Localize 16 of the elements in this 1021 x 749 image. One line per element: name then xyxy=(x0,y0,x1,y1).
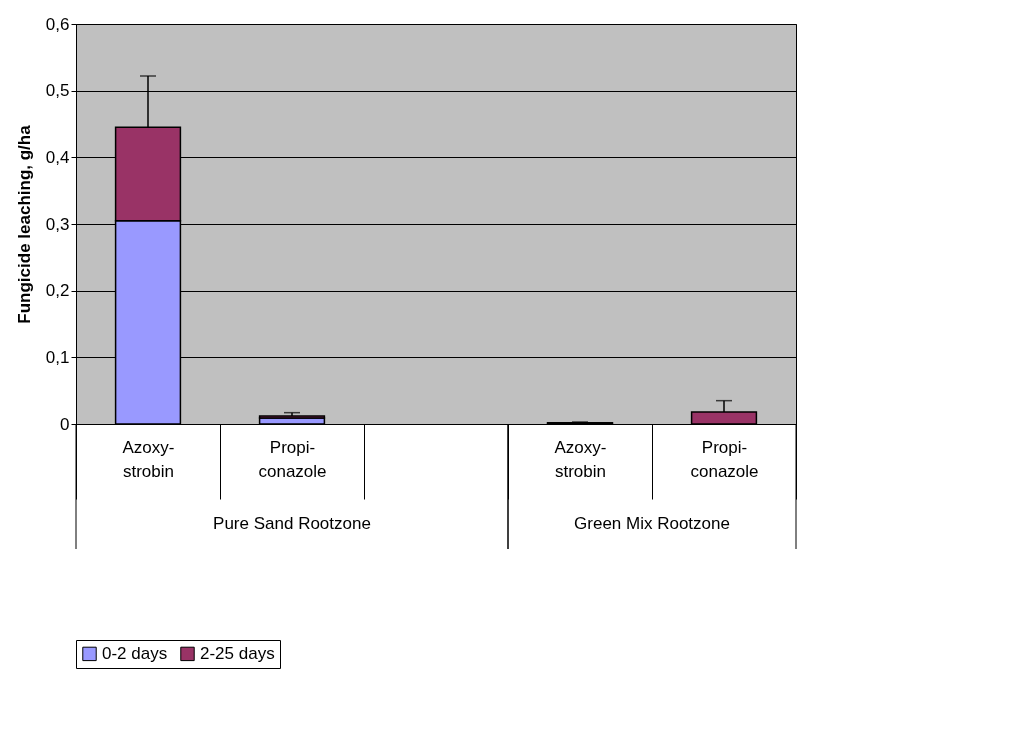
x-tick-label: Azoxy- strobin xyxy=(122,437,175,481)
y-tick-label: 0,1 xyxy=(45,347,70,367)
y-tick-label: 0,4 xyxy=(45,147,70,167)
y-tick-label: 0 xyxy=(60,414,70,434)
y-tick-label: 0,5 xyxy=(45,81,70,101)
legend-label: 0-2 days xyxy=(102,643,168,663)
x-tick-label: Azoxy- strobin xyxy=(554,437,607,481)
text: Pure Sand Rootzone xyxy=(213,514,371,533)
x-tick-label: Propi- conazole xyxy=(690,437,759,481)
legend-label: 2-25 days xyxy=(200,643,275,663)
y-axis-title: Fungicide leaching, g/ha xyxy=(14,124,34,324)
y-tick-label: 0,3 xyxy=(45,214,70,234)
x-tick-label: Propi- conazole xyxy=(258,437,327,481)
y-tick-label: 0,6 xyxy=(45,14,70,34)
text: Green Mix Rootzone xyxy=(574,514,730,533)
y-tick-label: 0,2 xyxy=(45,281,70,301)
